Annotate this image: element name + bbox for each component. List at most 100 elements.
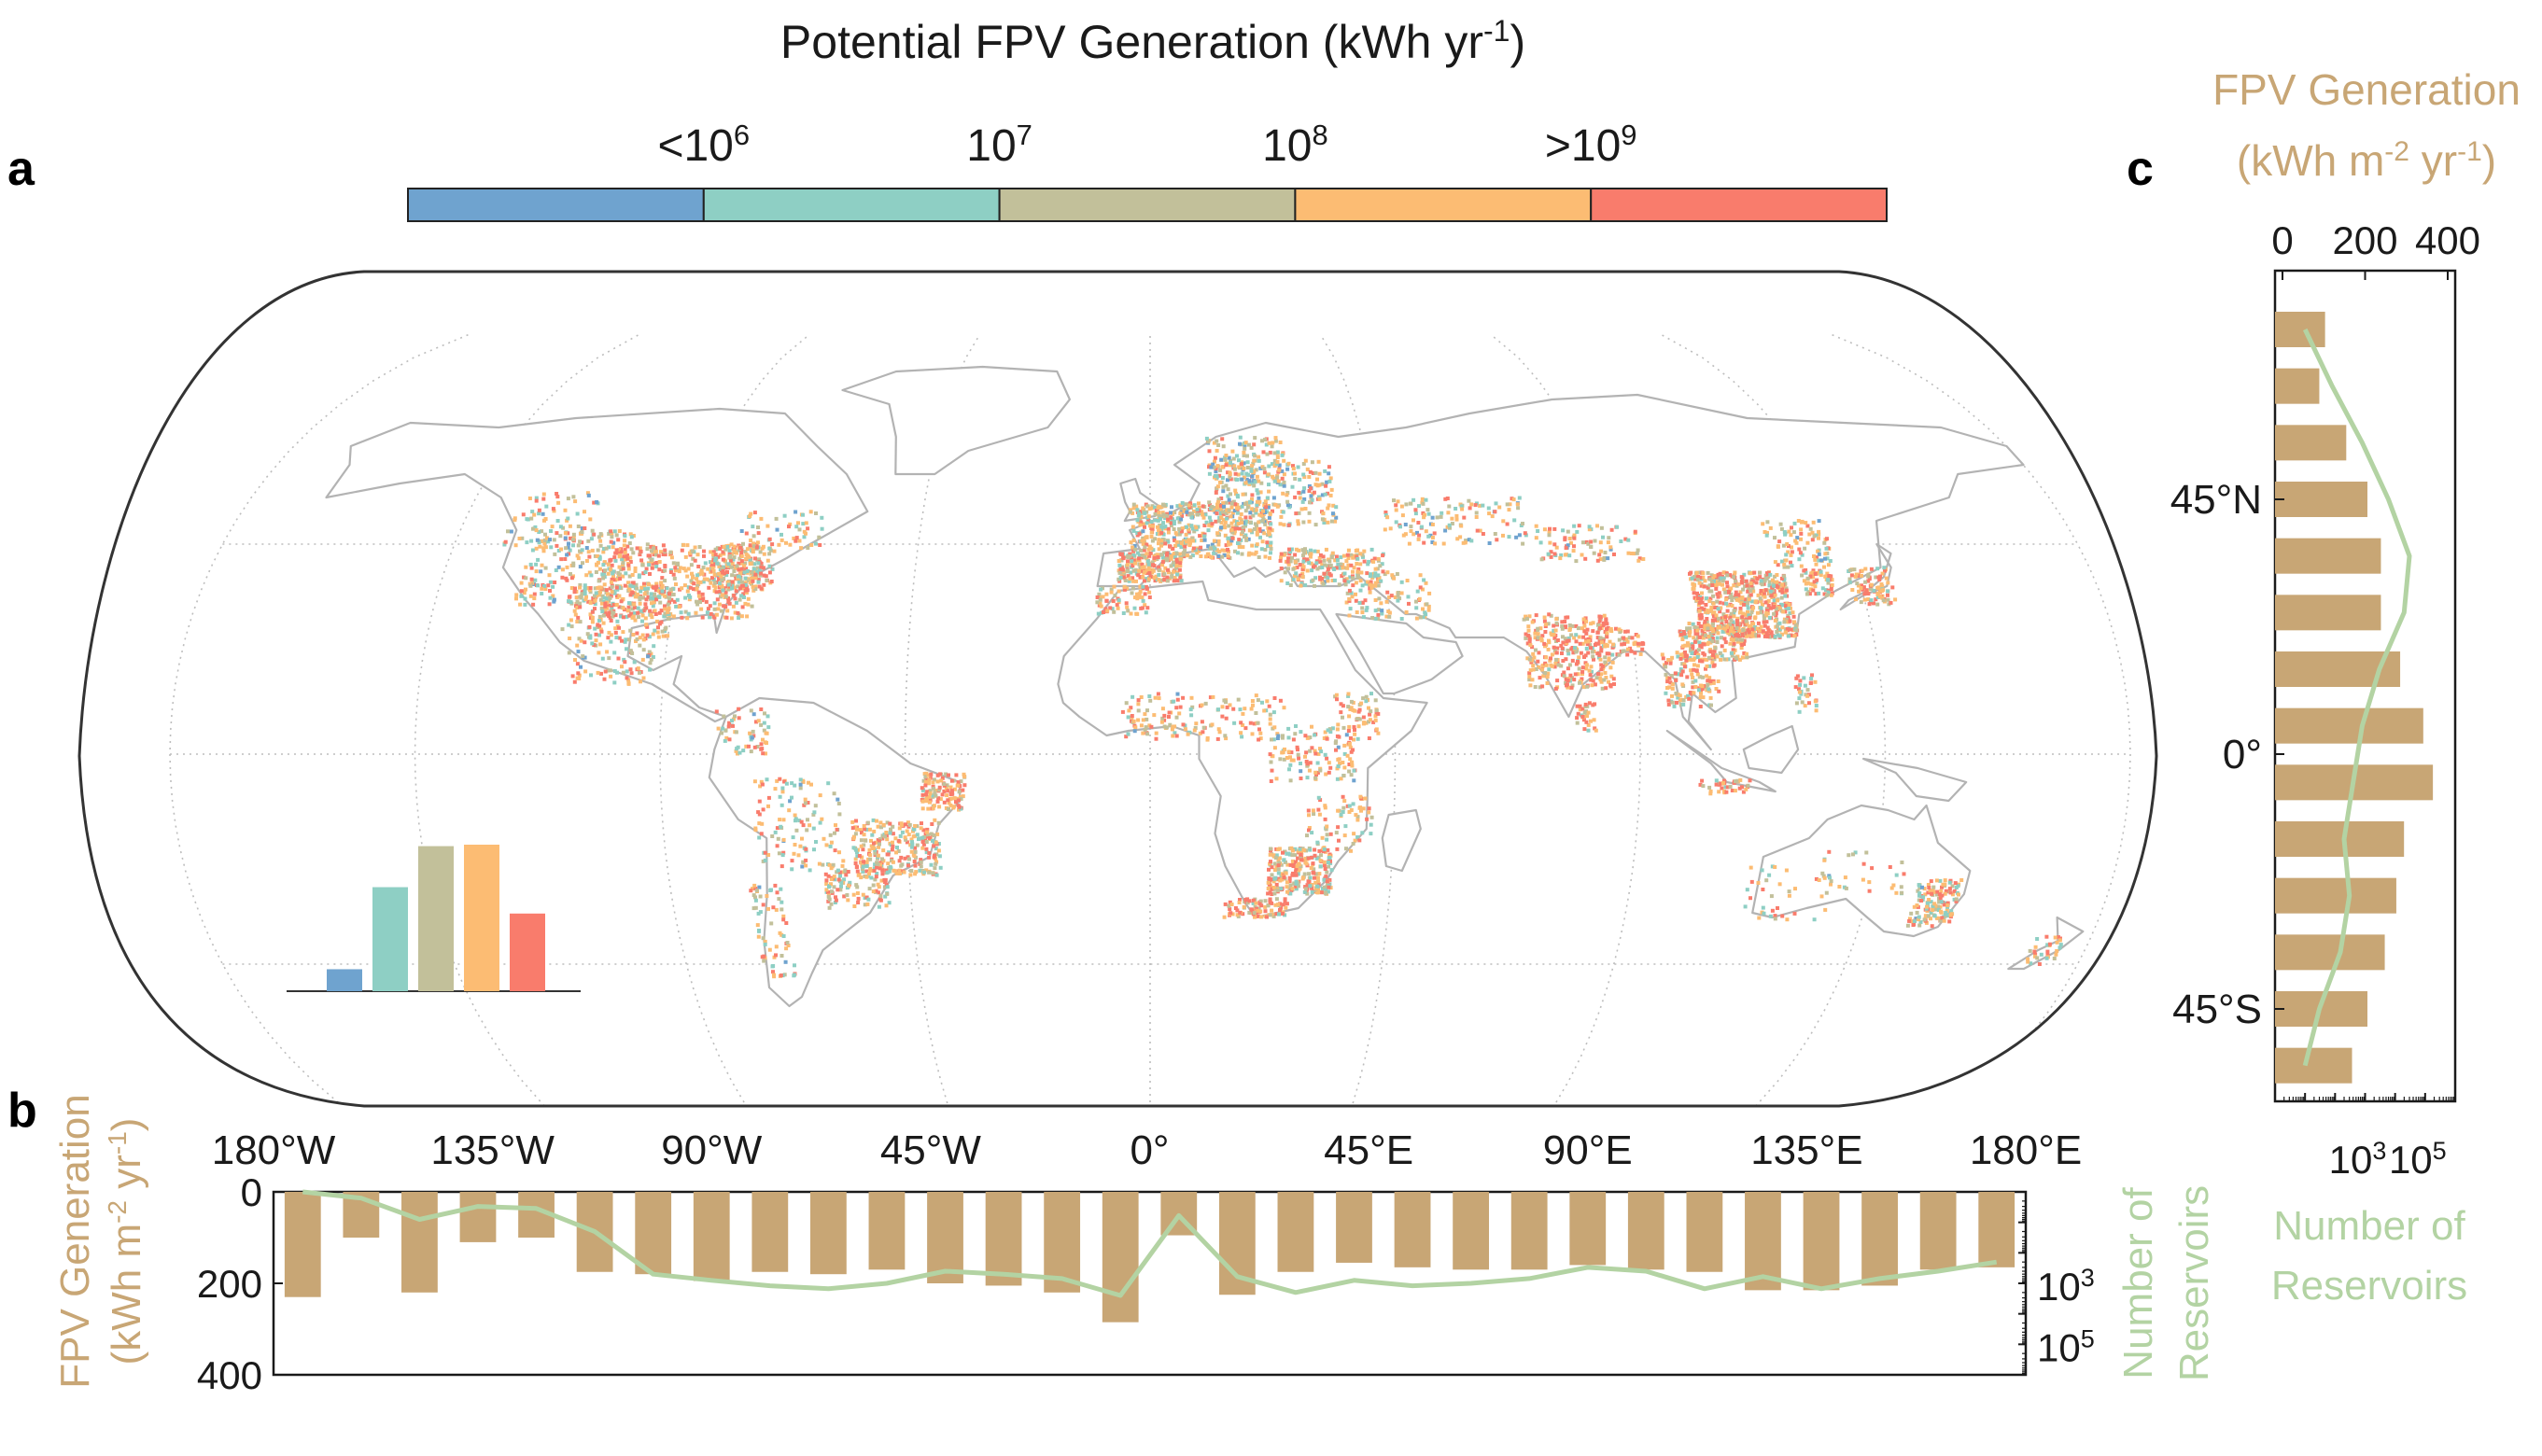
reservoir-dot	[755, 558, 760, 562]
reservoir-dot	[1680, 682, 1685, 687]
reservoir-dot	[1232, 467, 1237, 471]
reservoir-dot	[1166, 530, 1171, 535]
reservoir-dot	[1461, 540, 1466, 545]
reservoir-dot	[536, 583, 540, 588]
reservoir-dot	[938, 865, 943, 870]
reservoir-dot	[1433, 541, 1438, 546]
reservoir-dot	[1595, 651, 1600, 656]
reservoir-dot	[1538, 685, 1542, 690]
reservoir-dot	[1604, 686, 1608, 691]
reservoir-dot	[1711, 614, 1716, 619]
reservoir-dot	[871, 883, 876, 888]
reservoir-dot	[1300, 567, 1305, 571]
reservoir-dot	[716, 726, 721, 731]
reservoir-dot	[1258, 466, 1263, 470]
reservoir-dot	[1707, 681, 1712, 686]
reservoir-dot	[1397, 596, 1402, 601]
reservoir-dot	[1588, 635, 1593, 639]
reservoir-dot	[635, 546, 639, 551]
reservoir-dot	[1223, 525, 1228, 530]
reservoir-dot	[633, 618, 638, 623]
reservoir-dot	[1407, 541, 1411, 546]
reservoir-dot	[759, 707, 764, 711]
reservoir-dot	[692, 587, 695, 592]
reservoir-dot	[1204, 436, 1209, 441]
reservoir-dot	[826, 874, 831, 878]
reservoir-dot	[1696, 626, 1701, 631]
reservoir-dot	[609, 567, 613, 571]
reservoir-dot	[1597, 652, 1602, 657]
reservoir-dot	[883, 894, 888, 899]
reservoir-dot	[1320, 566, 1325, 569]
reservoir-dot	[739, 614, 744, 619]
reservoir-dot	[663, 629, 667, 634]
reservoir-dot	[1213, 459, 1216, 464]
reservoir-dot	[1581, 617, 1586, 622]
reservoir-dot	[513, 543, 518, 548]
reservoir-dot	[835, 827, 839, 832]
reservoir-dot	[640, 613, 645, 618]
reservoir-dot	[590, 548, 595, 553]
reservoir-dot	[1561, 659, 1566, 663]
reservoir-dot	[1708, 695, 1713, 700]
reservoir-dot	[527, 581, 532, 586]
reservoir-dot	[1720, 644, 1724, 649]
reservoir-dot	[1211, 462, 1215, 467]
reservoir-dot	[875, 865, 879, 870]
reservoir-dot	[593, 594, 597, 598]
reservoir-dot	[1187, 538, 1191, 542]
reservoir-dot	[1708, 679, 1713, 683]
reservoir-dot	[1599, 646, 1604, 651]
reservoir-dot	[595, 594, 599, 598]
reservoir-dot	[1524, 533, 1528, 538]
reservoir-dot	[1705, 657, 1709, 662]
reservoir-dot	[906, 820, 910, 825]
reservoir-dot	[585, 632, 590, 637]
reservoir-dot	[1530, 620, 1535, 624]
reservoir-dot	[1358, 579, 1363, 583]
reservoir-dot	[755, 569, 760, 574]
reservoir-dot	[581, 561, 584, 566]
reservoir-dot	[1590, 683, 1594, 688]
reservoir-dot	[846, 898, 850, 903]
reservoir-dot	[961, 788, 965, 792]
reservoir-dot	[1759, 581, 1763, 585]
reservoir-dot	[689, 563, 694, 567]
reservoir-dot	[606, 612, 611, 617]
reservoir-dot	[1599, 640, 1604, 645]
reservoir-dot	[1278, 522, 1283, 526]
reservoir-dot	[1589, 678, 1594, 682]
reservoir-dot	[1216, 443, 1221, 447]
reservoir-dot	[909, 845, 914, 849]
reservoir-dot	[1729, 651, 1734, 655]
reservoir-dot	[1327, 465, 1331, 469]
reservoir-dot	[913, 872, 918, 876]
reservoir-dot	[1380, 611, 1384, 616]
reservoir-dot	[1268, 555, 1271, 560]
reservoir-dot	[1184, 532, 1188, 537]
reservoir-dot	[646, 553, 651, 558]
reservoir-dot	[908, 843, 913, 847]
reservoir-dot	[1622, 649, 1626, 653]
reservoir-dot	[665, 586, 669, 591]
reservoir-dot	[1735, 622, 1740, 626]
reservoir-dot	[583, 588, 587, 593]
reservoir-dot	[761, 936, 765, 941]
reservoir-dot	[519, 589, 524, 594]
reservoir-dot	[907, 857, 911, 861]
reservoir-dot	[1169, 564, 1173, 568]
reservoir-dot	[931, 838, 934, 843]
reservoir-dot	[599, 629, 604, 634]
reservoir-dot	[555, 492, 559, 496]
reservoir-dot	[1255, 474, 1259, 479]
reservoir-dot	[1128, 577, 1132, 581]
reservoir-dot	[1165, 575, 1170, 580]
reservoir-dot	[1706, 679, 1710, 683]
reservoir-dot	[1494, 501, 1498, 506]
reservoir-dot	[1688, 691, 1692, 694]
reservoir-dot	[1378, 564, 1383, 568]
reservoir-dot	[625, 614, 629, 619]
reservoir-dot	[1668, 680, 1673, 685]
reservoir-dot	[793, 510, 798, 514]
reservoir-dot	[1157, 513, 1161, 518]
